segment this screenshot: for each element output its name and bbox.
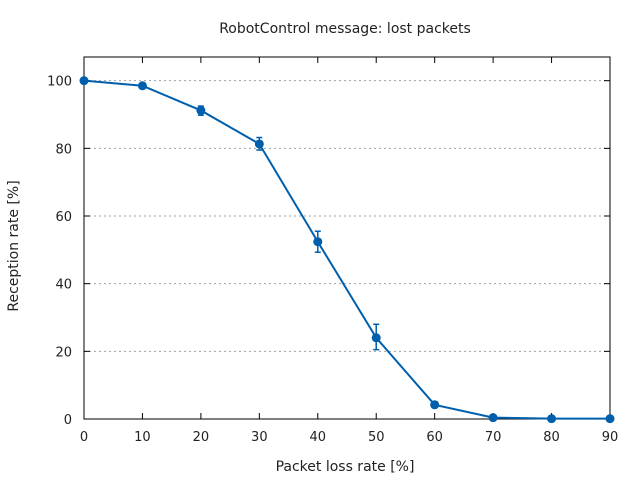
data-point xyxy=(137,81,147,91)
x-tick-label: 10 xyxy=(134,430,151,445)
y-tick-label: 0 xyxy=(64,413,72,428)
chart-title: RobotControl message: lost packets xyxy=(219,21,471,37)
x-tick-label: 0 xyxy=(80,430,88,445)
y-tick-labels: 0 20 40 60 80 100 xyxy=(47,75,72,428)
gridlines xyxy=(84,80,610,352)
data-point xyxy=(254,139,264,149)
data-point xyxy=(605,414,615,424)
x-tick-label: 80 xyxy=(543,430,560,445)
x-tick-labels: 0 10 20 30 40 50 60 70 80 90 xyxy=(80,430,618,445)
data-point xyxy=(430,400,440,410)
x-tick-label: 60 xyxy=(426,430,443,445)
series-line xyxy=(83,79,610,420)
x-tick-label: 40 xyxy=(310,430,327,445)
x-axis-label: Packet loss rate [%] xyxy=(276,459,415,475)
data-point xyxy=(371,333,381,343)
y-axis-label: Reception rate [%] xyxy=(6,180,22,311)
x-tick-label: 30 xyxy=(251,430,268,445)
data-point xyxy=(196,105,206,115)
plot-frame xyxy=(83,56,611,420)
error-bars xyxy=(139,82,438,409)
data-point xyxy=(488,413,498,423)
y-tick-label: 60 xyxy=(55,210,72,225)
x-tick-label: 90 xyxy=(602,430,619,445)
x-tick-label: 70 xyxy=(485,430,502,445)
y-tick-label: 40 xyxy=(55,278,72,293)
data-point xyxy=(79,76,89,86)
data-point xyxy=(547,414,557,424)
x-tick-label: 20 xyxy=(193,430,210,445)
y-tick-label: 100 xyxy=(47,75,72,90)
axis-ticks xyxy=(83,57,611,420)
y-tick-label: 80 xyxy=(55,142,72,157)
data-points xyxy=(79,76,615,424)
x-tick-label: 50 xyxy=(368,430,385,445)
y-tick-label: 20 xyxy=(55,345,72,360)
data-point xyxy=(313,237,323,247)
